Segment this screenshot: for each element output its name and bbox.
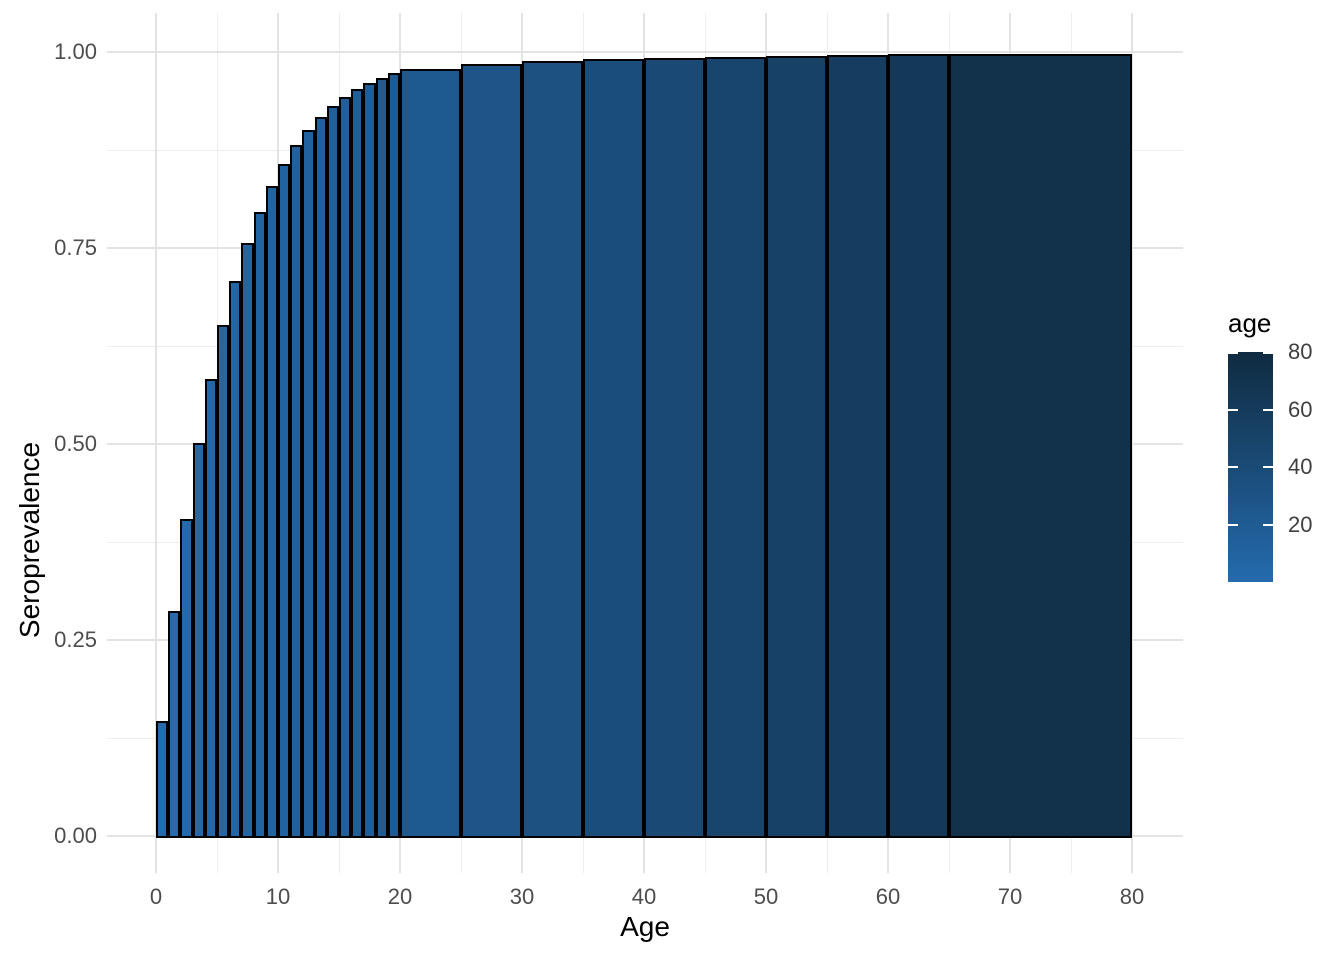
bar: [204, 378, 217, 838]
legend-tick: [1228, 408, 1238, 411]
bar: [400, 69, 461, 838]
x-tick-label: 40: [631, 884, 657, 909]
legend-tick-label: 40: [1288, 454, 1313, 479]
bar: [644, 58, 705, 838]
x-tick-label: 30: [509, 884, 535, 909]
legend-tick: [1263, 352, 1273, 354]
bar: [229, 280, 242, 838]
bar: [705, 57, 766, 838]
legend-tick: [1228, 352, 1238, 354]
bar: [156, 720, 169, 838]
plot-panel: [107, 13, 1183, 873]
bar: [949, 53, 1132, 838]
legend-title: age: [1228, 308, 1272, 338]
x-tick-label: 10: [265, 884, 291, 909]
bar: [888, 54, 949, 838]
bar: [827, 55, 888, 838]
bar: [253, 211, 266, 838]
x-tick-label: 60: [875, 884, 901, 909]
x-tick-label: 80: [1119, 884, 1145, 909]
gridline-horizontal: [107, 51, 1183, 53]
y-axis-title: Seroprevalence: [14, 441, 45, 639]
bar: [192, 443, 205, 838]
x-tick-label: 0: [149, 884, 163, 909]
x-tick-label: 50: [753, 884, 779, 909]
legend-tick: [1228, 523, 1238, 526]
bar: [314, 117, 327, 838]
x-axis-title: Age: [620, 911, 670, 942]
bar: [375, 77, 388, 838]
gridline-vertical: [155, 13, 157, 873]
bar: [265, 186, 278, 838]
y-tick-label: 0.50: [54, 431, 97, 456]
bar: [217, 324, 230, 838]
legend-tick: [1263, 523, 1273, 526]
bar: [583, 59, 644, 838]
bar: [168, 610, 181, 838]
bar: [461, 63, 522, 838]
bar: [766, 55, 827, 838]
bar: [363, 82, 376, 838]
x-tick-label: 20: [387, 884, 413, 909]
gridline-vertical: [1131, 13, 1133, 873]
bar: [180, 519, 193, 838]
bar: [522, 60, 583, 838]
bar: [387, 73, 400, 838]
bar: [290, 145, 303, 838]
bar: [351, 88, 364, 838]
bar: [326, 106, 339, 838]
y-tick-label: 0.25: [54, 627, 97, 652]
bar: [339, 96, 352, 838]
legend-tick: [1263, 466, 1273, 468]
legend-tick-label: 20: [1288, 511, 1313, 537]
legend-tick-label: 60: [1288, 396, 1313, 422]
legend-tick-label: 80: [1288, 339, 1313, 364]
x-tick-label: 70: [997, 884, 1023, 909]
bar: [241, 243, 254, 838]
y-tick-label: 0.75: [54, 235, 97, 260]
bar: [302, 129, 315, 838]
y-tick-label: 0.00: [54, 823, 97, 848]
legend-tick: [1263, 408, 1273, 411]
y-tick-label: 1.00: [54, 39, 97, 64]
bar: [278, 164, 291, 838]
legend-tick: [1228, 466, 1238, 468]
